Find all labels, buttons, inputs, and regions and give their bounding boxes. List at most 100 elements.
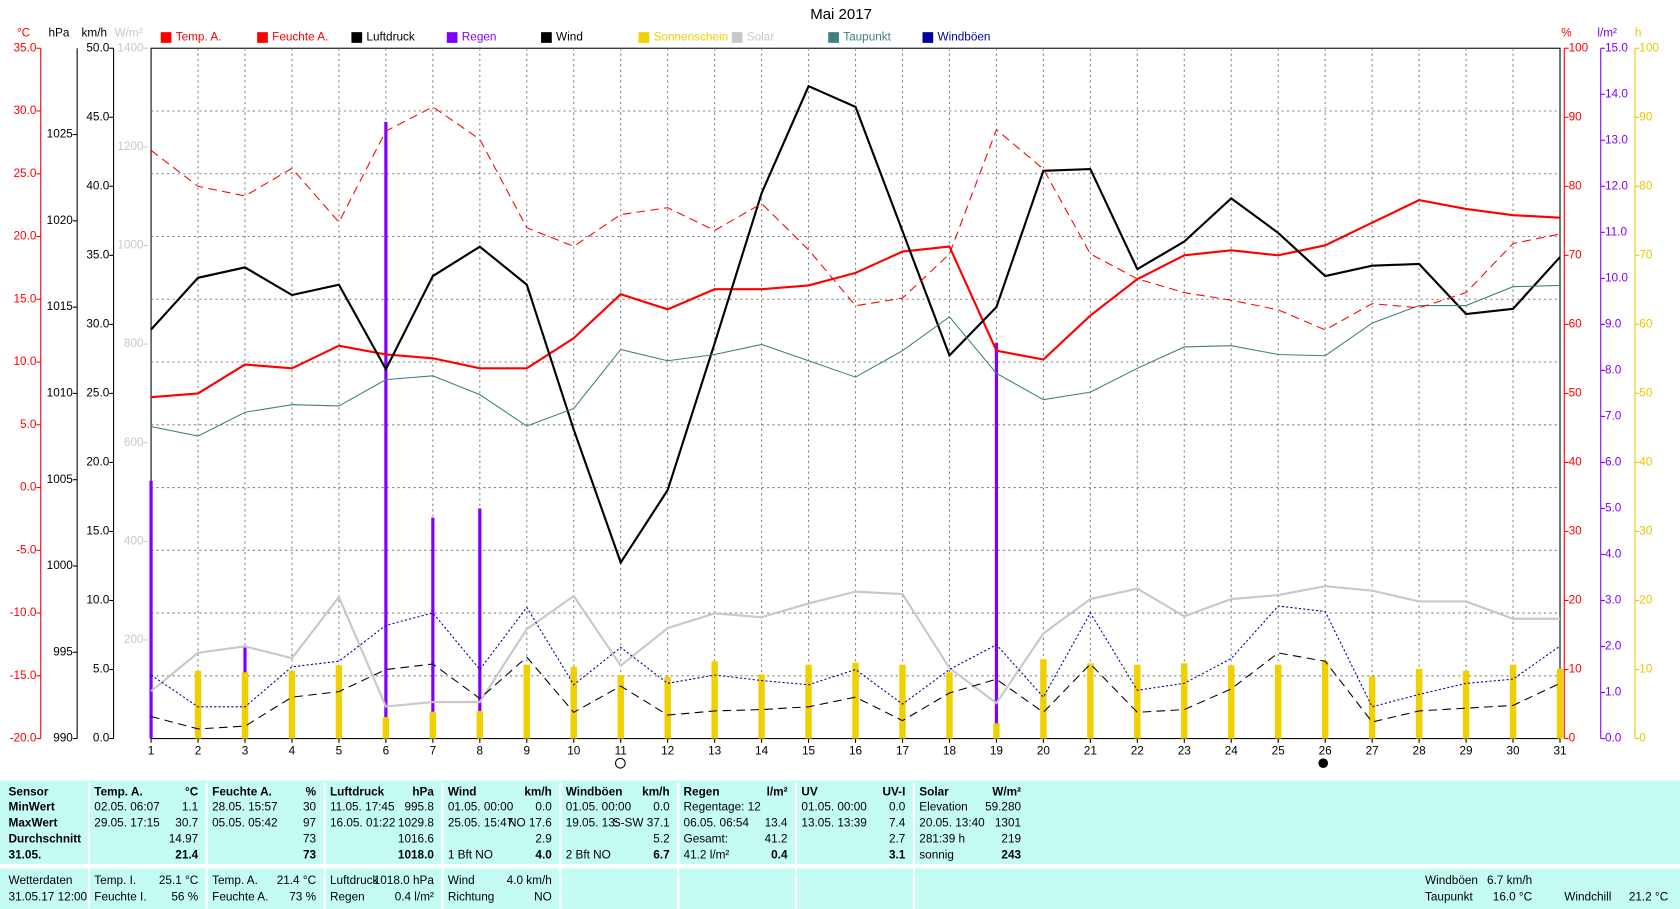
bar [1368, 676, 1376, 739]
legend-swatch [446, 32, 458, 43]
row-label: MinWert [9, 800, 55, 813]
x-tick-label: 25 [1272, 745, 1286, 758]
y-tick-label: 0.0 [1605, 732, 1622, 745]
axis-unit: h [1635, 26, 1642, 39]
table-cell-label: Luftdruck [330, 785, 385, 798]
axis-unit: km/h [82, 26, 107, 39]
legend-swatch [828, 32, 839, 43]
x-tick-label: 31 [1553, 745, 1566, 758]
y-tick-label: 45.0 [86, 110, 109, 123]
table-cell-value: l/m² [767, 785, 788, 798]
axis-unit: hPa [48, 26, 69, 39]
bar [1275, 664, 1282, 739]
table-cell-value: S-SW 37.1 [613, 816, 670, 829]
current-label: Feuchte I. [94, 890, 146, 903]
bar [429, 711, 437, 739]
x-tick-label: 11 [615, 745, 627, 758]
x-tick-label: 29 [1460, 745, 1473, 758]
table-cell-label: 19.05. 13: [566, 816, 618, 829]
table-cell-label: 20.05. 13:40 [919, 816, 985, 829]
y-tick-label: 1015 [47, 300, 74, 313]
x-tick-label: 4 [289, 745, 296, 758]
bar [617, 675, 624, 739]
table-cell-label: Regentage: 12 [684, 800, 761, 813]
y-tick-label: 20.0 [86, 456, 109, 469]
chart-title: Mai 2017 [810, 6, 872, 23]
table-cell-value: 0.0 [653, 800, 670, 813]
y-tick-label: 200 [124, 633, 144, 646]
current-label: Temp. I. [94, 874, 136, 887]
y-tick-label: 80 [1569, 179, 1583, 192]
table-cell-value: 1016.6 [398, 832, 434, 845]
y-tick-label: 30 [1569, 525, 1583, 538]
table-cell-value: 3.1 [889, 849, 906, 862]
y-tick-label: 6.0 [1605, 456, 1622, 469]
bar [1321, 661, 1329, 739]
series-line [150, 605, 1561, 708]
x-tick-label: 9 [524, 745, 531, 758]
table-cell-label: Solar [919, 785, 949, 798]
table-cell-label: Elevation [919, 800, 967, 813]
bar [994, 342, 999, 739]
bar [993, 723, 1000, 739]
y-tick-label: 100 [1569, 41, 1589, 54]
current-label: Windchill [1564, 890, 1611, 903]
stats-table-bg [0, 780, 1680, 864]
y-tick-label: 35.0 [14, 41, 37, 54]
table-cell-label: UV [801, 785, 817, 798]
series-line [150, 585, 1560, 708]
bar [523, 664, 530, 739]
y-tick-label: 7.0 [1605, 410, 1622, 423]
y-tick-label: 20 [1569, 594, 1583, 607]
table-cell-label: 29.05. 17:15 [94, 816, 160, 829]
current-label: Luftdruck [330, 874, 379, 887]
y-tick-label: 60 [1639, 317, 1653, 330]
table-cell-label: 16.05. 01:22 [330, 816, 395, 829]
current-value: 25.1 °C [159, 874, 199, 887]
bar [1509, 664, 1517, 739]
table-cell-label: sonnig [919, 849, 954, 862]
legend-swatch [638, 32, 650, 43]
table-cell-value: 1301 [995, 816, 1021, 829]
x-tick-label: 21 [1084, 745, 1097, 758]
y-tick-label: 3.0 [1605, 594, 1622, 607]
current-value: 21.4 °C [277, 874, 317, 887]
y-tick-label: 4.0 [1605, 548, 1622, 561]
x-tick-label: 17 [896, 745, 909, 758]
y-tick-label: 1000 [117, 239, 144, 252]
y-tick-label: 1010 [47, 387, 74, 400]
table-cell-value: 97 [303, 816, 316, 829]
y-tick-label: -5.0 [16, 543, 37, 556]
row-label: Durchschnitt [9, 832, 82, 845]
y-tick-label: 10.0 [1605, 271, 1628, 284]
bar [149, 480, 153, 739]
y-tick-label: 10.0 [86, 594, 109, 607]
table-cell-label: 01.05. 00:00 [566, 800, 632, 813]
y-tick-label: 12.0 [1605, 179, 1628, 192]
y-tick-label: 60 [1569, 317, 1583, 330]
y-tick-label: 800 [124, 337, 144, 350]
table-cell-value: 0.4 [771, 849, 788, 862]
table-cell-label: 01.05. 00:00 [448, 800, 514, 813]
table-cell-label: 25.05. 15:47 [448, 816, 513, 829]
table-cell-label: 41.2 l/m² [684, 849, 730, 862]
current-value: 56 % [171, 890, 198, 903]
x-tick-label: 28 [1413, 745, 1427, 758]
current-value: 6.7 km/h [1487, 874, 1532, 887]
y-tick-label: 40.0 [86, 179, 109, 192]
y-tick-label: 1.0 [1605, 686, 1622, 699]
x-tick-label: 18 [943, 745, 957, 758]
series-line [150, 84, 1561, 565]
y-tick-label: 5.0 [93, 663, 110, 676]
table-cell-value: 0.0 [889, 800, 906, 813]
bar [1462, 670, 1470, 739]
table-cell-value: °C [185, 785, 199, 798]
y-tick-label: 0 [1639, 732, 1646, 745]
x-tick-label: 10 [567, 745, 581, 758]
y-tick-label: 1200 [117, 140, 144, 153]
x-tick-label: 5 [336, 745, 343, 758]
table-cell-value: 6.7 [653, 849, 670, 862]
x-tick-label: 1 [148, 745, 155, 758]
table-cell-label: Sensor [9, 785, 49, 798]
